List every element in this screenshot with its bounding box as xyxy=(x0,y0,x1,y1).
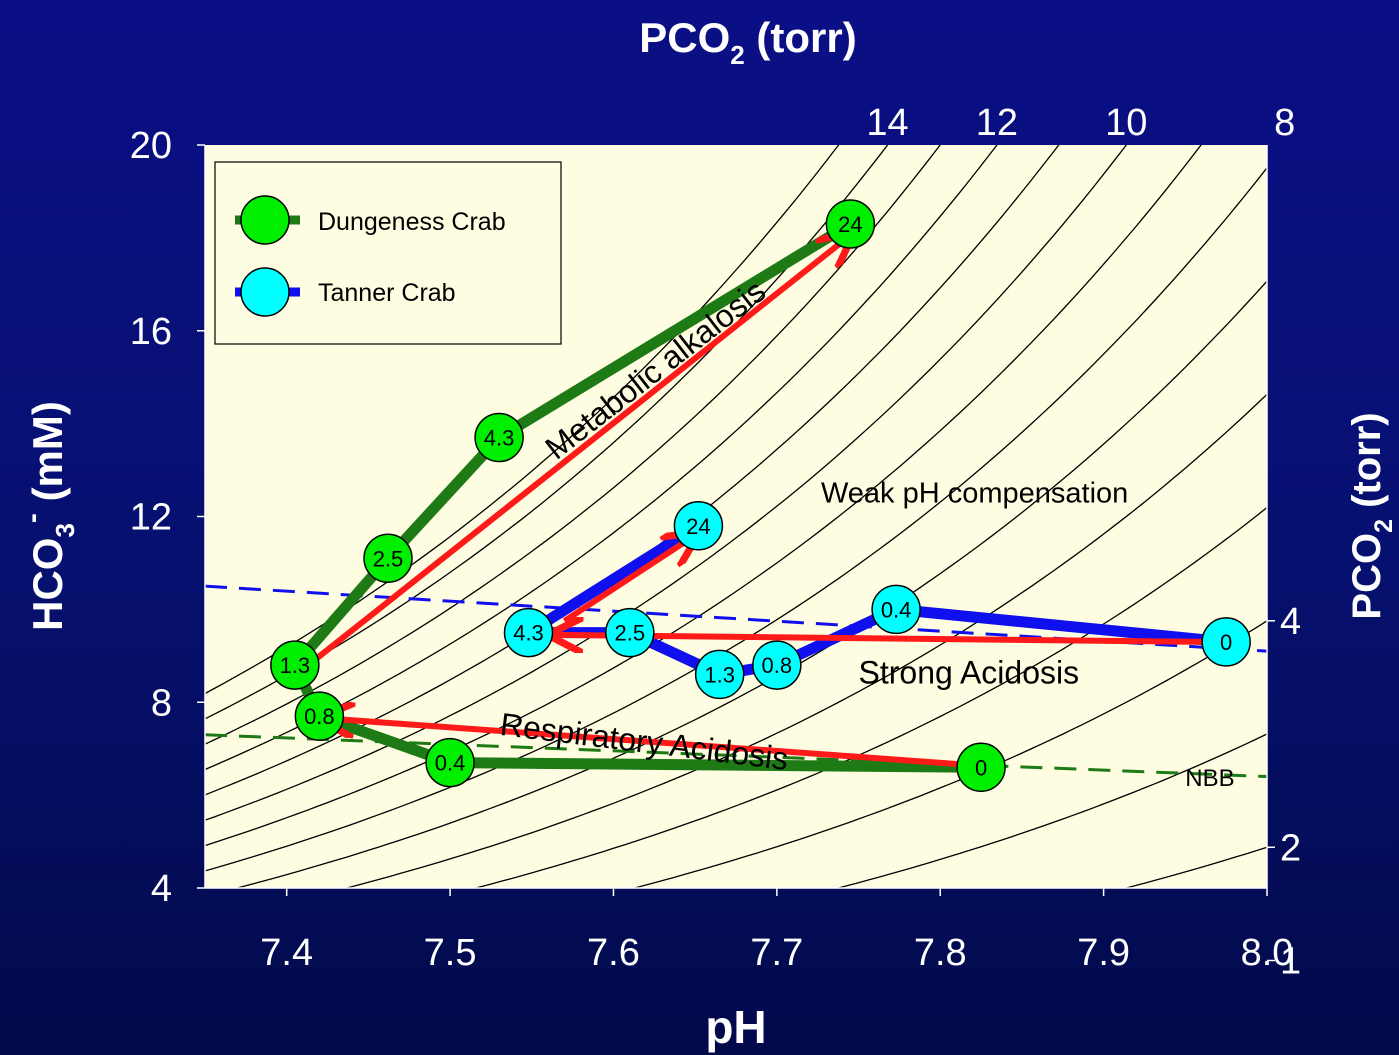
marker-label-s1-p0: 0 xyxy=(1220,630,1232,655)
y-tick-label-2: 12 xyxy=(130,497,172,539)
red-arrows xyxy=(309,238,1205,771)
marker-label-s1-p2: 0.8 xyxy=(762,653,793,678)
marker-s1-p0 xyxy=(1201,617,1251,667)
isopleth-pco2-4 xyxy=(632,620,1267,888)
legend-label-tanner: Tanner Crab xyxy=(318,279,456,307)
annotation-2: Strong Acidosis xyxy=(859,655,1080,691)
marker-s0-p2 xyxy=(294,691,345,741)
marker-label-s0-p5: 4.3 xyxy=(484,426,515,451)
annotation-4: NBB xyxy=(1185,765,1234,792)
marker-s1-p4 xyxy=(605,607,655,658)
legend-box xyxy=(214,161,562,345)
legend: Dungeness Crab Tanner Crab xyxy=(214,161,562,345)
x-tick-label-3: 7.7 xyxy=(750,932,803,974)
marker-s0-p4 xyxy=(363,533,413,584)
x-tick-label-2: 7.6 xyxy=(587,932,640,974)
y-tick-label-4: 20 xyxy=(130,125,172,167)
y-tick-label-3: 16 xyxy=(130,311,172,353)
legend-marker-dungeness xyxy=(240,195,290,245)
legend-marker-tanner xyxy=(240,267,290,317)
marker-s1-p3 xyxy=(694,649,745,700)
marker-s0-p5 xyxy=(474,412,524,463)
marker-s0-p0 xyxy=(956,742,1006,793)
isopleth-pco2-6 xyxy=(344,393,1267,888)
arrow-0 xyxy=(328,719,1003,771)
top-tick-label-0: 14 xyxy=(866,102,908,144)
y-axis-label: HCO3- (mM) xyxy=(16,401,80,631)
marker-label-s1-p5: 4.3 xyxy=(513,621,544,646)
y-axis-ticks: 4 8 12 16 20 xyxy=(130,125,205,910)
isopleth-pco2-8 xyxy=(205,166,1267,872)
isopleth-pco2-3 xyxy=(835,733,1267,888)
isopleth-pco2-13 xyxy=(205,145,941,745)
marker-label-s0-p0: 0 xyxy=(975,755,987,780)
top-tick-label-3: 8 xyxy=(1274,102,1295,144)
top-axis-tick-labels: 14121086 xyxy=(866,102,1295,144)
marker-s1-p5 xyxy=(503,607,554,658)
marker-label-s0-p3: 1.3 xyxy=(280,653,311,678)
y-tick-label-1: 8 xyxy=(151,682,172,724)
marker-label-s0-p4: 2.5 xyxy=(373,546,404,571)
marker-label-s0-p1: 0.4 xyxy=(435,751,466,776)
x-tick-label-5: 7.9 xyxy=(1077,932,1130,974)
x-axis-ticks: 7.4 7.5 7.6 7.7 7.8 7.9 8.0 xyxy=(260,888,1293,974)
isopleth-pco2-5 xyxy=(473,506,1267,888)
marker-s1-p1 xyxy=(871,584,921,635)
right-tick-label-2: 1 xyxy=(1280,941,1301,983)
marker-label-s0-p2: 0.8 xyxy=(304,704,335,729)
marker-label-s1-p1: 0.4 xyxy=(881,597,912,622)
series-markers: 0 0.4 0.8 1.3 2.5 4.3 24 0 0.4 0.8 1.3 2.5 4.3 24 xyxy=(270,199,1251,793)
x-tick-label-0: 7.4 xyxy=(260,932,313,974)
marker-s0-p1 xyxy=(425,737,475,788)
right-axis-label: PCO2 (torr) xyxy=(1345,412,1398,619)
isopleth-pco2-9 xyxy=(205,145,1202,847)
marker-label-s1-p3: 1.3 xyxy=(704,662,735,687)
marker-label-s1-p6: 24 xyxy=(686,514,710,539)
x-tick-label-4: 7.8 xyxy=(914,932,967,974)
x-tick-label-6: 8.0 xyxy=(1241,932,1294,974)
x-axis-label: pH xyxy=(705,1001,766,1053)
top-axis-label: PCO2 (torr) xyxy=(639,14,856,70)
marker-s0-p6 xyxy=(825,199,876,249)
isopleth-pco2-10 xyxy=(205,145,1128,821)
annotation-1: Weak pH compensation xyxy=(821,478,1128,510)
marker-s0-p3 xyxy=(270,640,320,690)
arrow-1 xyxy=(309,238,847,666)
isopleth-pco2-11 xyxy=(205,145,1060,796)
arrow-2 xyxy=(556,635,1205,642)
isopleth-pco2-7 xyxy=(234,280,1267,888)
isopleth-pco2-2 xyxy=(1123,846,1267,888)
legend-label-dungeness: Dungeness Crab xyxy=(318,208,506,236)
marker-s1-p6 xyxy=(673,501,724,551)
right-tick-label-0: 4 xyxy=(1280,601,1301,643)
top-tick-label-2: 10 xyxy=(1105,102,1147,144)
right-tick-label-1: 2 xyxy=(1280,827,1301,869)
x-tick-label-1: 7.5 xyxy=(424,932,477,974)
marker-label-s1-p4: 2.5 xyxy=(615,621,646,646)
y-tick-label-0: 4 xyxy=(151,868,172,910)
arrow-3 xyxy=(562,537,691,624)
marker-s1-p2 xyxy=(752,640,802,690)
marker-label-s0-p6: 24 xyxy=(838,212,862,237)
right-axis-ticks: 4 2 1 xyxy=(1267,601,1301,983)
top-tick-label-1: 12 xyxy=(976,102,1018,144)
